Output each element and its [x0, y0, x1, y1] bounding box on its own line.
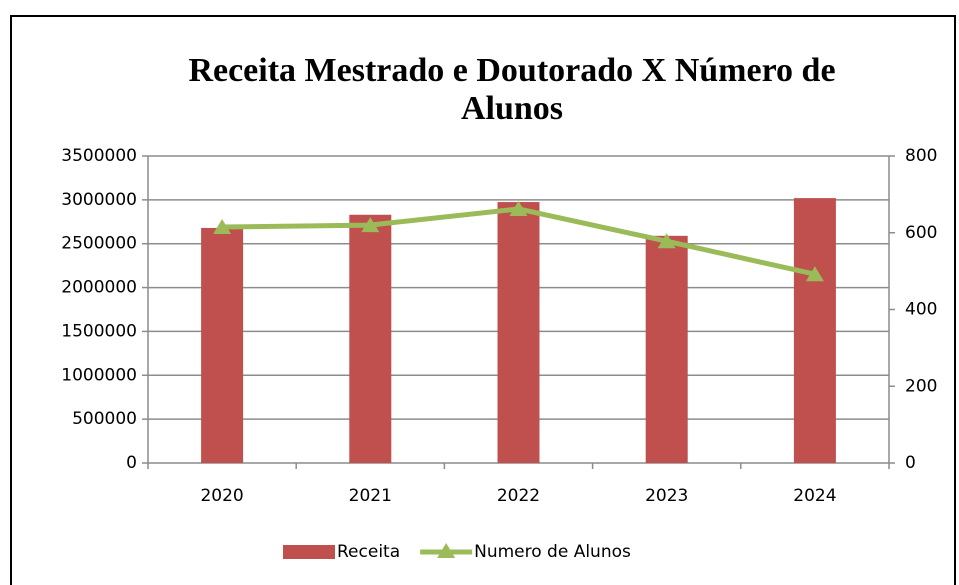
y2-tick-label: 200 — [905, 376, 937, 396]
y-tick-label: 3500000 — [61, 146, 137, 166]
line-marker — [509, 200, 528, 216]
bar — [793, 198, 836, 464]
y2-tick-label: 600 — [905, 223, 937, 243]
y-tick-label: 1000000 — [61, 365, 137, 385]
y2-tick-label: 800 — [905, 146, 937, 166]
line-marker — [213, 218, 232, 234]
x-tick-label: 2023 — [645, 486, 688, 506]
y-tick-label: 500000 — [72, 409, 137, 429]
chart-title: Receita Mestrado e Doutorado X Número de… — [188, 52, 836, 127]
y2-tick-label: 0 — [905, 453, 916, 473]
x-tick-label: 2024 — [793, 486, 836, 506]
y2-tick-label: 400 — [905, 300, 937, 320]
line-marker — [657, 233, 676, 249]
y-tick-label: 0 — [126, 453, 137, 473]
y-tick-label: 2000000 — [61, 278, 137, 298]
bar — [349, 214, 392, 463]
legend-label: Numero de Alunos — [474, 542, 631, 562]
line-marker — [361, 217, 380, 233]
bar — [201, 227, 244, 463]
y-tick-label: 2500000 — [61, 234, 137, 254]
bar — [497, 202, 540, 464]
y-tick-label: 3000000 — [61, 190, 137, 210]
legend-label: Receita — [337, 542, 400, 562]
x-tick-label: 2022 — [497, 486, 540, 506]
bar — [645, 235, 688, 463]
legend-swatch — [437, 543, 456, 558]
y-tick-label: 1500000 — [61, 321, 137, 341]
x-tick-label: 2021 — [349, 486, 392, 506]
line-marker — [805, 266, 824, 282]
legend-swatch — [283, 545, 335, 559]
x-tick-label: 2020 — [200, 486, 243, 506]
